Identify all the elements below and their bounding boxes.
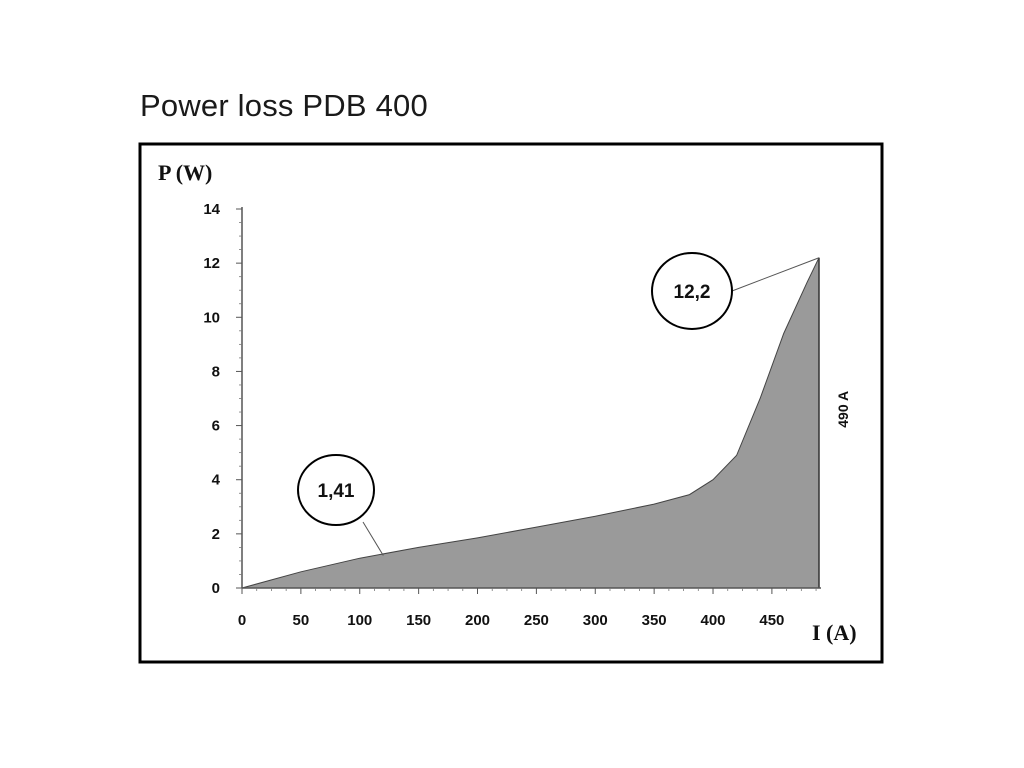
annotation-circle	[651, 252, 733, 330]
x-tick-label: 400	[701, 612, 726, 629]
y-axis-label: P (W)	[158, 160, 212, 185]
y-tick-label: 2	[212, 526, 220, 543]
annotation-leader	[362, 521, 384, 556]
page-title: Power loss PDB 400	[140, 88, 428, 123]
x-tick-label: 450	[759, 612, 784, 629]
y-tick-label: 4	[212, 472, 221, 489]
x-axis-label: I (A)	[812, 620, 857, 645]
y-tick-label: 0	[212, 580, 220, 597]
x-tick-label: 250	[524, 612, 549, 629]
x-tick-label: 0	[238, 612, 246, 629]
x-tick-label: 350	[642, 612, 667, 629]
x-tick-label: 300	[583, 612, 608, 629]
annotation-label: 12,2	[674, 282, 711, 303]
y-tick-label: 6	[212, 418, 220, 435]
x-tick-label: 100	[347, 612, 372, 629]
y-tick-label: 8	[212, 363, 220, 380]
annotation-circle	[297, 454, 375, 526]
annotation-label: 1,41	[318, 481, 355, 502]
x-tick-label: 200	[465, 612, 490, 629]
y-tick-label: 10	[203, 309, 220, 326]
annotation-leader	[731, 257, 820, 292]
y-tick-label: 12	[203, 255, 220, 272]
x-tick-label: 150	[406, 612, 431, 629]
y-tick-label: 14	[203, 201, 220, 218]
marker-label-490: 490 A	[835, 391, 851, 428]
power-loss-area	[241, 257, 820, 589]
x-tick-label: 50	[293, 612, 310, 629]
